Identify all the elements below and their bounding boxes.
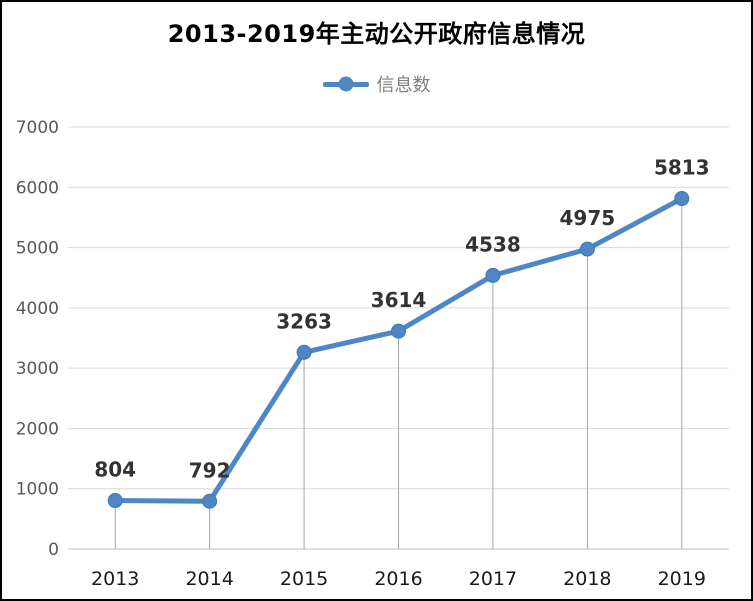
data-point <box>485 267 501 283</box>
legend: 信息数 <box>2 70 751 98</box>
y-tick-label: 6000 <box>16 178 59 198</box>
data-point <box>107 493 123 509</box>
x-tick-label: 2016 <box>374 568 422 590</box>
data-label: 4975 <box>560 206 616 230</box>
x-tick-label: 2019 <box>658 568 706 590</box>
x-tick-label: 2015 <box>280 568 328 590</box>
x-tick-label: 2014 <box>185 568 233 590</box>
data-label: 804 <box>94 458 136 482</box>
data-label: 5813 <box>654 156 710 180</box>
data-point <box>202 493 218 509</box>
y-tick-label: 1000 <box>16 480 59 500</box>
legend-line-marker-icon <box>322 76 369 92</box>
y-tick-label: 3000 <box>16 359 59 379</box>
chart-title: 2013-2019年主动公开政府信息情况 <box>167 20 586 48</box>
x-tick-label: 2017 <box>469 568 517 590</box>
y-tick-label: 5000 <box>16 239 59 259</box>
data-point <box>296 344 312 360</box>
x-tick-label: 2018 <box>563 568 611 590</box>
data-label: 3614 <box>371 288 427 312</box>
x-tick-label: 2013 <box>91 568 139 590</box>
data-point <box>674 191 690 207</box>
y-tick-label: 2000 <box>16 419 59 439</box>
y-tick-label: 4000 <box>16 299 59 319</box>
data-point <box>579 241 595 257</box>
data-point <box>391 323 406 339</box>
y-tick-label: 0 <box>48 540 59 560</box>
legend-dot-marker-icon <box>338 76 353 92</box>
data-label: 792 <box>189 458 231 482</box>
y-tick-label: 7000 <box>16 118 59 138</box>
legend-label: 信息数 <box>376 75 431 96</box>
data-label: 4538 <box>465 232 521 256</box>
data-label: 3263 <box>276 309 332 333</box>
